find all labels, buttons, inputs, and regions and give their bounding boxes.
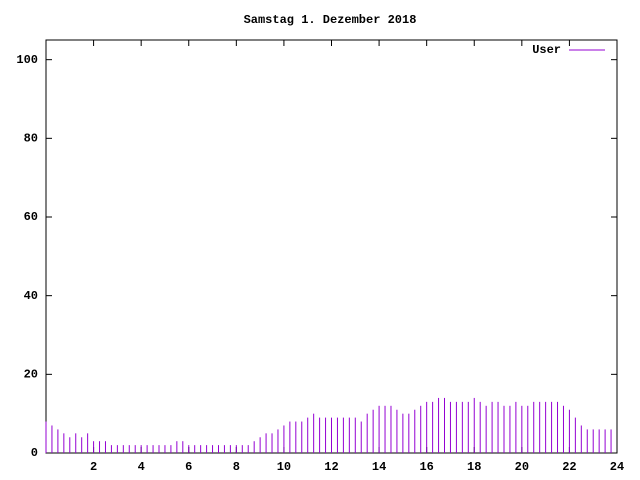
x-tick-label: 20 [515, 460, 529, 474]
y-tick-label: 40 [24, 289, 38, 303]
x-tick-label: 22 [562, 460, 576, 474]
x-tick-label: 8 [233, 460, 240, 474]
y-tick-label: 80 [24, 132, 38, 146]
x-tick-label: 4 [138, 460, 145, 474]
y-tick-label: 100 [16, 53, 38, 67]
x-tick-label: 6 [185, 460, 192, 474]
x-tick-label: 2 [90, 460, 97, 474]
y-tick-label: 20 [24, 368, 38, 382]
x-tick-label: 18 [467, 460, 481, 474]
chart-title: Samstag 1. Dezember 2018 [244, 13, 417, 27]
legend-label: User [532, 43, 561, 57]
x-tick-label: 24 [610, 460, 624, 474]
y-tick-label: 60 [24, 210, 38, 224]
x-tick-label: 12 [324, 460, 338, 474]
x-tick-label: 14 [372, 460, 386, 474]
x-tick-label: 10 [277, 460, 291, 474]
y-tick-label: 0 [31, 446, 38, 460]
x-tick-label: 16 [419, 460, 433, 474]
